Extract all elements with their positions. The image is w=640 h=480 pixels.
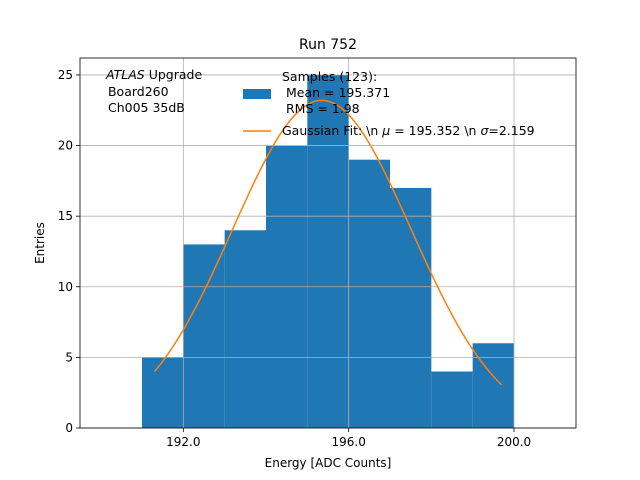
y-axis-ticks: 0 5 10 15 20 25 — [58, 68, 80, 435]
x-tick-label: 192.0 — [166, 435, 200, 449]
y-tick-label: 10 — [58, 280, 73, 294]
legend-hist-swatch — [243, 89, 271, 99]
atlas-annotation-line2: Board260 — [104, 84, 169, 99]
x-axis-ticks: 192.0 196.0 200.0 — [166, 428, 531, 449]
y-axis-label: Entries — [33, 222, 47, 264]
histogram-bar — [431, 371, 473, 428]
histogram-bar — [472, 343, 514, 428]
y-tick-label: 25 — [58, 68, 73, 82]
legend-hist-line1: Samples (123): — [282, 69, 377, 84]
y-tick-label: 5 — [65, 350, 73, 364]
x-tick-label: 196.0 — [331, 435, 365, 449]
gaussian-fit-curve — [153, 99, 503, 386]
y-tick-label: 0 — [65, 421, 73, 435]
atlas-annotation-line3: Ch005 35dB — [104, 100, 185, 115]
histogram-bar — [390, 187, 432, 428]
histogram-bar — [224, 230, 266, 428]
legend: Samples (123): Mean = 195.371 RMS = 1.98… — [243, 69, 535, 138]
histogram-bar — [183, 244, 225, 428]
atlas-annotation-line1: ATLAS Upgrade — [105, 67, 202, 82]
x-tick-label: 200.0 — [497, 435, 531, 449]
legend-hist-line3: RMS = 1.98 — [282, 101, 360, 116]
y-tick-label: 15 — [58, 209, 73, 223]
legend-hist-line2: Mean = 195.371 — [282, 85, 390, 100]
y-tick-label: 20 — [58, 139, 73, 153]
atlas-annotation: ATLAS Upgrade Board260 Ch005 35dB — [104, 67, 202, 115]
histogram-bar — [142, 357, 184, 428]
x-axis-label: Energy [ADC Counts] — [265, 456, 392, 470]
plot-frame — [79, 57, 577, 429]
chart-title: Run 752 — [299, 37, 357, 53]
histogram-bar — [307, 74, 349, 428]
histogram-bar — [348, 159, 390, 428]
legend-fit-label: Gaussian Fit: \n μ = 195.352 \n σ=2.159 — [282, 123, 535, 138]
